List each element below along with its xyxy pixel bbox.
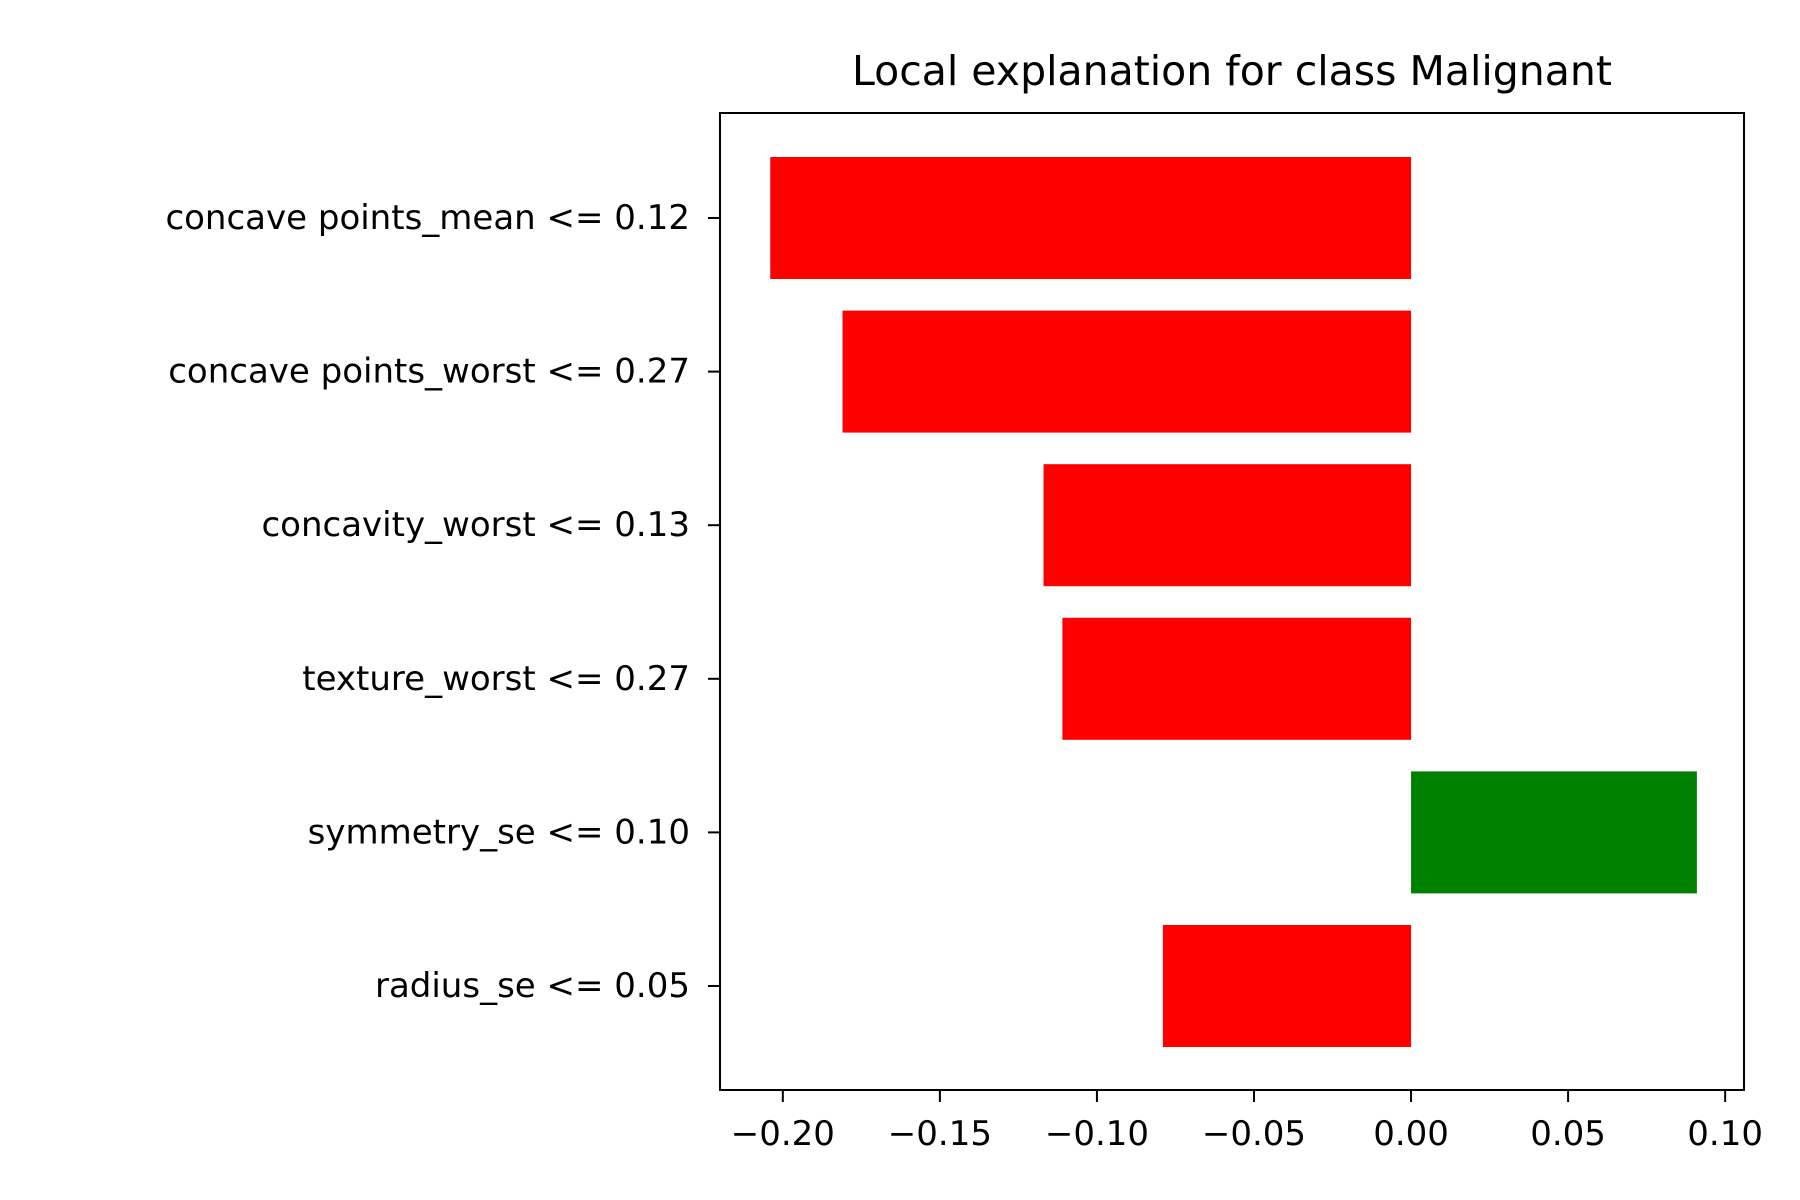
bar-5	[1411, 771, 1697, 894]
x-tick-label: −0.15	[888, 1114, 992, 1154]
plot-frame	[719, 112, 1745, 1091]
y-axis: concave points_mean <= 0.12 concave point…	[165, 198, 720, 1006]
x-tick-label: −0.10	[1045, 1114, 1149, 1154]
bar-3	[1043, 464, 1412, 587]
y-tick-label: symmetry_se <= 0.10	[308, 812, 690, 852]
y-tick-label: concave points_mean <= 0.12	[165, 198, 690, 238]
x-tick-label: −0.05	[1202, 1114, 1306, 1154]
y-tick-label: texture_worst <= 0.27	[302, 659, 690, 699]
bar-6	[1162, 925, 1412, 1047]
bars	[770, 157, 1697, 1047]
bar-4	[1062, 617, 1412, 740]
bar-2	[842, 310, 1412, 433]
x-tick-label: 0.10	[1687, 1114, 1763, 1154]
x-axis: −0.20 −0.15 −0.10 −0.05 0.00 0.05 0.10	[731, 1090, 1763, 1154]
y-tick-label: concavity_worst <= 0.13	[261, 505, 690, 545]
x-tick-label: −0.20	[731, 1114, 835, 1154]
x-tick-label: 0.00	[1373, 1114, 1449, 1154]
y-tick-label: concave points_worst <= 0.27	[168, 352, 690, 392]
bar-1	[770, 157, 1412, 279]
x-tick-label: 0.05	[1530, 1114, 1606, 1154]
chart-title: Local explanation for class Malignant	[852, 47, 1612, 95]
y-tick-label: radius_se <= 0.05	[375, 966, 690, 1006]
